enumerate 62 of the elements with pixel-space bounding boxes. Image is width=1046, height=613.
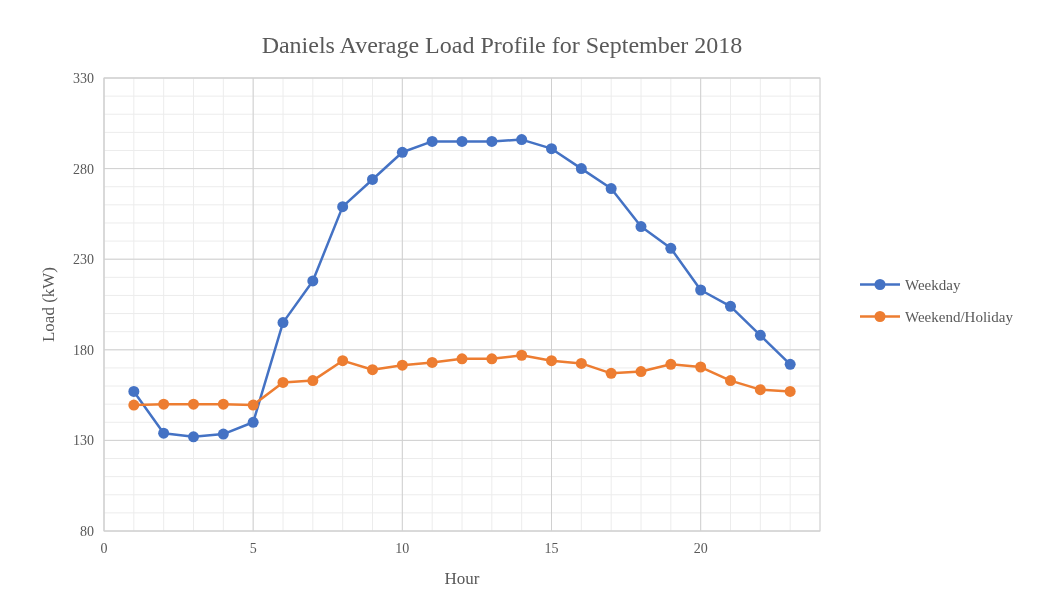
point: [695, 361, 707, 373]
point: [128, 399, 140, 411]
point: [456, 353, 468, 365]
chart-title: Daniels Average Load Profile for September 2018: [261, 32, 743, 58]
point: [217, 398, 229, 410]
x-tick-label: 15: [544, 541, 559, 556]
y-tick-label: 80: [80, 524, 94, 539]
point: [665, 242, 677, 254]
point: [575, 357, 587, 369]
point: [635, 366, 647, 378]
point: [605, 367, 617, 379]
point: [754, 329, 766, 341]
point: [754, 384, 766, 396]
y-tick-label: 330: [73, 71, 94, 86]
point: [665, 358, 677, 370]
y-tick-label: 180: [73, 342, 94, 358]
point: [277, 317, 289, 329]
point: [575, 163, 587, 175]
point: [367, 173, 378, 185]
point: [158, 427, 170, 439]
point: [247, 416, 259, 428]
x-axis-title: Hour: [444, 569, 480, 588]
point: [217, 428, 229, 440]
point: [456, 135, 468, 147]
point: [367, 364, 378, 376]
y-tick-label: 230: [73, 252, 94, 268]
point: [396, 359, 408, 371]
x-tick-label: 20: [693, 541, 708, 556]
point: [635, 221, 647, 233]
point: [158, 398, 170, 410]
point: [277, 376, 289, 388]
point: [486, 135, 498, 147]
point: [784, 358, 796, 370]
y-axis-title: Load (kW): [39, 266, 58, 343]
point: [396, 146, 408, 158]
point: [337, 355, 349, 367]
point: [337, 201, 349, 213]
point: [188, 431, 199, 443]
point: [516, 349, 528, 361]
point: [784, 385, 796, 397]
point: [307, 375, 319, 387]
point: [725, 375, 736, 387]
point: [247, 399, 259, 411]
point: [725, 300, 736, 312]
x-tick-label: 0: [100, 541, 108, 556]
point: [426, 356, 438, 368]
point: [307, 275, 319, 287]
point: [546, 355, 557, 367]
y-tick-label: 280: [73, 161, 94, 177]
x-tick-label: 5: [249, 541, 257, 556]
y-tick-label: 130: [73, 433, 94, 449]
point: [605, 183, 617, 195]
point: [426, 135, 438, 147]
point: [695, 284, 707, 296]
point: [128, 385, 140, 397]
legend-label: Weekday: [905, 276, 961, 293]
legend-label: Weekend/Holiday: [905, 308, 1014, 325]
x-tick-label: 10: [395, 541, 410, 556]
point: [546, 143, 557, 155]
point: [486, 353, 498, 365]
point: [188, 398, 199, 410]
point: [516, 134, 528, 146]
